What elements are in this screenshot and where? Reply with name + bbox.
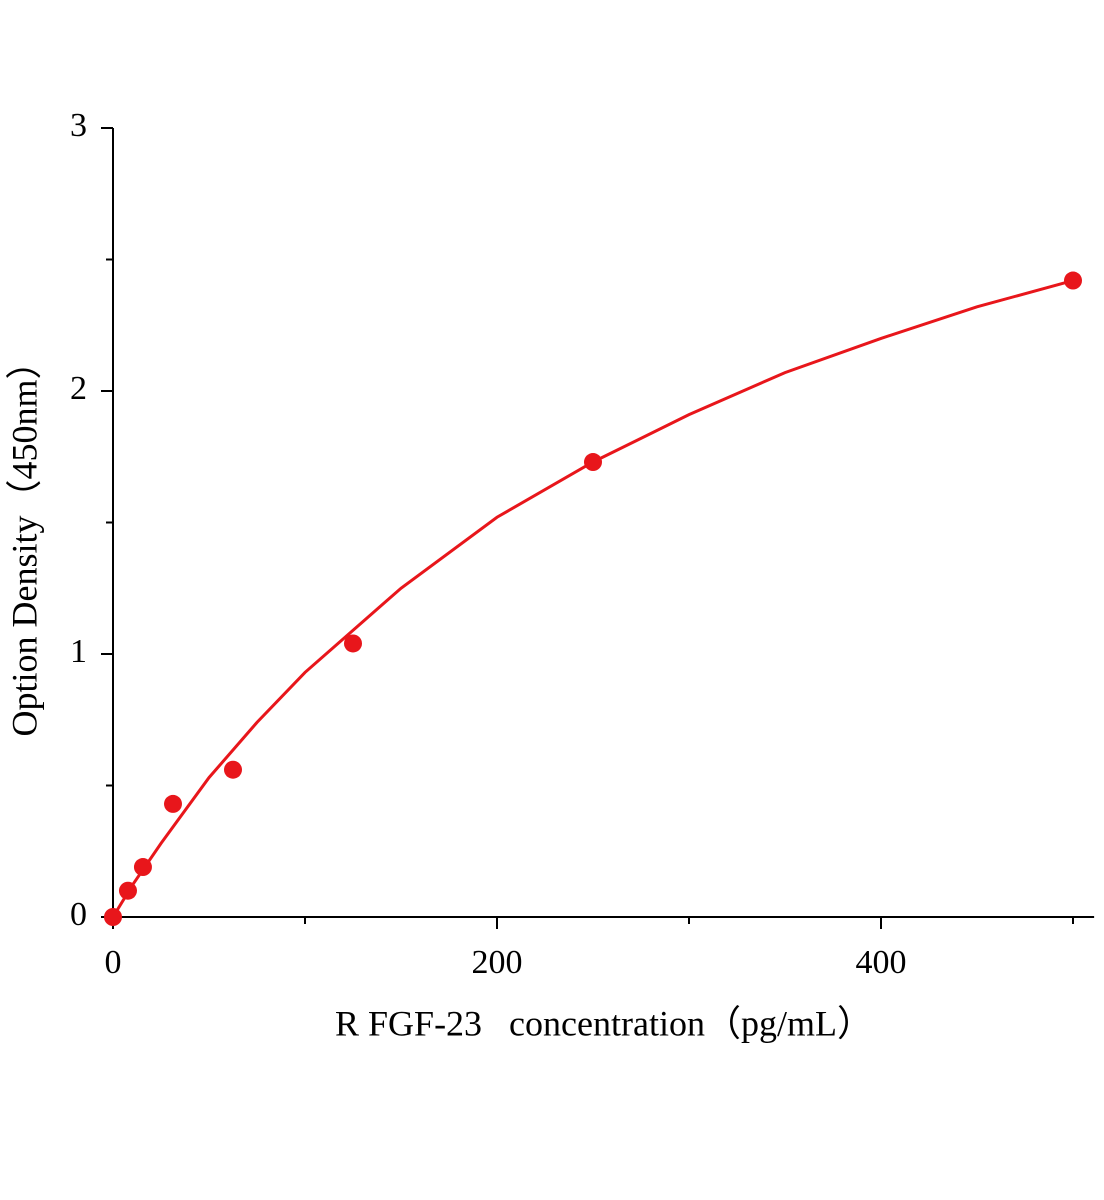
- data-point: [224, 760, 242, 779]
- data-point: [118, 881, 137, 900]
- data-point: [344, 634, 362, 653]
- x-tick-label: 400: [856, 944, 907, 981]
- data-point: [1064, 271, 1082, 290]
- data-point: [584, 453, 602, 472]
- y-tick-label: 0: [70, 896, 87, 933]
- y-axis-title: Option Density（450nm）: [4, 344, 44, 737]
- x-axis-title: R FGF-23 concentration（pg/mL）: [335, 1003, 873, 1043]
- data-point: [164, 794, 182, 813]
- y-tick-label: 1: [70, 633, 87, 670]
- x-tick-label: 0: [105, 944, 122, 981]
- data-point: [133, 858, 152, 877]
- y-tick-label: 3: [70, 107, 87, 144]
- y-tick-label: 2: [70, 370, 87, 407]
- fit-curve: [111, 279, 1074, 918]
- x-tick-label: 200: [472, 944, 523, 981]
- data-point: [104, 908, 122, 926]
